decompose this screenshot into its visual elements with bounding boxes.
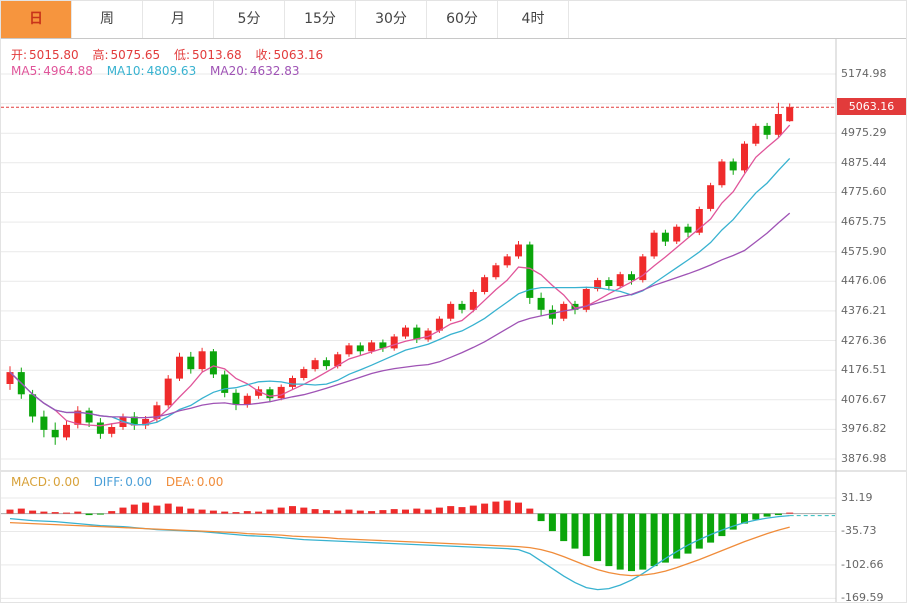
ohlc-readout: 开: 5015.80 高: 5075.65 低: 5013.68 收: 5063.16	[11, 46, 325, 63]
macd-axis-label: -102.66	[841, 558, 884, 571]
timeframe-tabbar: 日周月 5分 15分 30分 60分 4时	[1, 1, 906, 39]
close-value: 5063.16	[273, 48, 324, 62]
ma20-label: MA20:	[210, 64, 248, 78]
ma20-line	[9, 212, 791, 419]
timeframe-tab-6[interactable]: 60分	[427, 1, 498, 38]
dea-value: 0.00	[196, 475, 224, 489]
ma-readout: MA5: 4964.88 MA10: 4809.63 MA20: 4632.83	[11, 64, 302, 78]
current-price-badge: 5063.16	[837, 98, 906, 115]
timeframe-tab-5[interactable]: 30分	[356, 1, 427, 38]
price-axis-label: 4376.21	[841, 304, 887, 317]
timeframe-tab-2[interactable]: 月	[143, 1, 214, 38]
diff-value: 0.00	[125, 475, 152, 489]
macd-axis-label: -169.59	[841, 591, 884, 603]
price-axis-label: 5174.98	[841, 67, 887, 80]
price-axis-label: 4076.67	[841, 393, 887, 406]
diff-label: DIFF:	[93, 475, 124, 489]
low-value: 5013.68	[192, 48, 242, 62]
price-axis-label: 4775.60	[841, 185, 887, 198]
ma10-value: 4809.63	[146, 64, 197, 78]
price-axis-label: 4875.44	[841, 156, 887, 169]
candles-layer	[6, 102, 794, 445]
macd-gridlines	[1, 497, 836, 599]
price-axis-label: 4575.90	[841, 245, 887, 258]
low-label: 低:	[174, 48, 191, 62]
high-label: 高:	[92, 48, 109, 62]
timeframe-tab-7[interactable]: 4时	[498, 1, 569, 38]
price-axis-label: 4476.06	[841, 274, 887, 287]
timeframe-tab-4[interactable]: 15分	[285, 1, 356, 38]
timeframe-tab-3[interactable]: 5分	[214, 1, 285, 38]
price-gridlines	[1, 73, 836, 460]
price-axis-label: 4176.51	[841, 363, 887, 376]
ma5-line	[9, 124, 791, 427]
open-value: 5015.80	[29, 48, 79, 62]
macd-label: MACD:	[11, 475, 52, 489]
timeframe-tab-0[interactable]: 日	[1, 1, 72, 38]
price-axis-label: 4675.75	[841, 215, 887, 228]
price-axis-label: 3976.82	[841, 422, 887, 435]
price-axis-label: 3876.98	[841, 452, 887, 465]
ma10-line	[9, 157, 791, 426]
close-label: 收:	[255, 48, 272, 62]
dea-line	[9, 521, 790, 577]
macd-axis-label: -35.73	[841, 524, 877, 537]
high-value: 5075.65	[110, 48, 161, 62]
price-axis-label: 4975.29	[841, 126, 887, 139]
chart-canvas[interactable]	[1, 39, 907, 603]
macd-value: 0.00	[53, 475, 80, 489]
dea-label: DEA:	[165, 475, 195, 489]
ma20-value: 4632.83	[249, 64, 300, 78]
ma10-label: MA10:	[106, 64, 145, 78]
diff-line	[9, 514, 790, 591]
timeframe-tab-1[interactable]: 周	[72, 1, 143, 38]
chart-frame	[1, 39, 906, 602]
open-label: 开:	[11, 48, 28, 62]
macd-axis-label: 31.19	[841, 491, 873, 504]
ma5-label: MA5:	[11, 64, 42, 78]
price-axis-label: 4276.36	[841, 334, 887, 347]
macd-histogram	[6, 500, 794, 572]
macd-readout: MACD: 0.00 DIFF: 0.00 DEA: 0.00	[11, 475, 225, 489]
ma5-value: 4964.88	[43, 64, 93, 78]
